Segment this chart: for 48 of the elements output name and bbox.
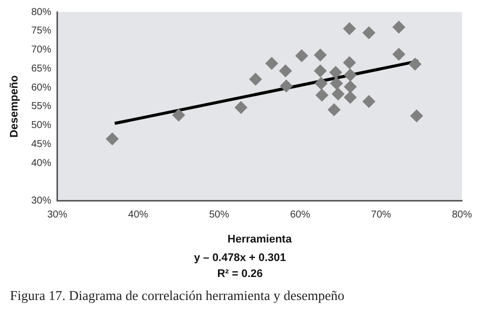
x-tick-label: 70%: [371, 210, 392, 221]
point: [315, 88, 328, 102]
point: [362, 26, 376, 40]
y-tick-label: 55%: [31, 101, 52, 112]
y-tick-label: 65%: [31, 63, 52, 74]
point: [342, 22, 356, 36]
point: [249, 72, 262, 86]
point: [344, 68, 357, 82]
point: [410, 109, 424, 122]
x-tick-label: 30%: [47, 210, 68, 221]
x-tick-label: 50%: [209, 210, 230, 221]
point: [408, 58, 422, 71]
point: [392, 20, 406, 34]
point: [330, 76, 344, 90]
x-tick-label: 40%: [128, 210, 148, 221]
point: [332, 87, 345, 100]
y-tick-label: 70%: [31, 44, 52, 56]
text: Figura 17. Diagrama de correlación herramienta y desempeño: [9, 288, 346, 304]
x-axis-title: Herramienta: [228, 233, 293, 246]
y-axis-title: Desempeño: [8, 74, 21, 138]
point: [344, 90, 357, 104]
point: [342, 56, 356, 70]
point: [295, 49, 308, 62]
point: [265, 56, 278, 70]
y-tick-label: 50%: [31, 120, 52, 132]
point: [362, 94, 376, 108]
x-tick-label: 60%: [290, 210, 310, 221]
point: [314, 64, 327, 78]
point: [329, 66, 342, 79]
point: [172, 108, 186, 122]
point: [234, 101, 248, 114]
y-tick-label: 40%: [31, 158, 52, 169]
point: [328, 103, 341, 116]
y-tick-label: 45%: [31, 138, 52, 150]
point: [280, 80, 293, 93]
y-tick-label: 30%: [31, 196, 52, 207]
y-tick-label: 75%: [31, 26, 52, 37]
point: [314, 48, 327, 62]
point: [344, 80, 357, 94]
y-tick-label: 60%: [31, 82, 52, 94]
point: [314, 76, 328, 90]
point: [279, 64, 292, 78]
text: R² = 0.26: [216, 267, 264, 282]
y-tick-label: 80%: [31, 6, 52, 18]
point: [392, 48, 406, 61]
x-tick-label: 80%: [452, 210, 472, 221]
text: y – 0.478x + 0.301: [192, 251, 288, 266]
point: [106, 132, 119, 146]
